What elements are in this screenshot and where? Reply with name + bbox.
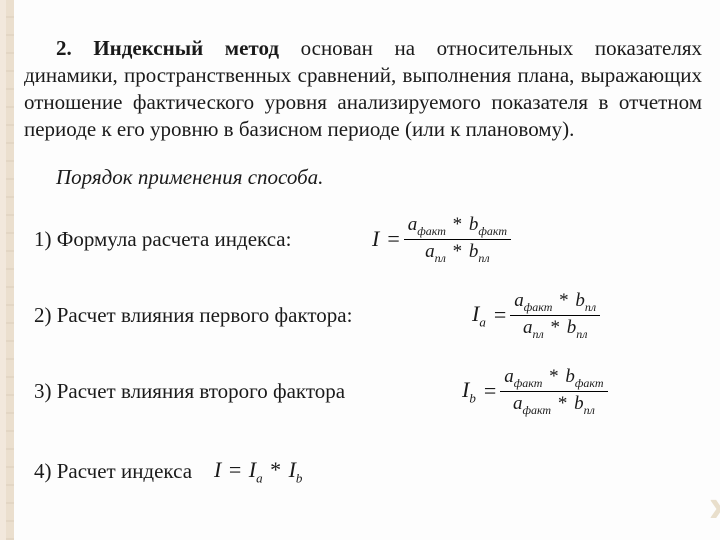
formula-2: Ia = aфакт * bпл aпл * bпл	[472, 290, 600, 341]
item-3: 3) Расчет влияния второго фактора Ib = a…	[24, 364, 702, 418]
formula-4: I = Ia * Ib	[214, 456, 302, 487]
heading-term: Индексный метод	[93, 36, 279, 60]
item-4: 4) Расчет индекса I = Ia * Ib	[24, 444, 702, 498]
intro-paragraph: 2. Индексный метод основан на относитель…	[24, 35, 702, 143]
left-decor-stripes	[0, 0, 14, 540]
item-1-label: 1) Формула расчета индекса:	[24, 226, 372, 253]
item-2-label: 2) Расчет влияния первого фактора:	[24, 302, 472, 329]
formula-1: I = aфакт * bфакт aпл * bпл	[372, 214, 511, 265]
item-4-label: 4) Расчет индекса	[24, 458, 200, 485]
item-3-label: 3) Расчет влияния второго фактора	[24, 378, 462, 405]
order-line: Порядок применения способа.	[24, 164, 702, 191]
item-2: 2) Расчет влияния первого фактора: Ia = …	[24, 288, 702, 342]
chevron-decoration: ›	[709, 478, 710, 532]
heading-number: 2.	[56, 36, 72, 60]
slide-content: 2. Индексный метод основан на относитель…	[24, 14, 702, 498]
formula-3: Ib = aфакт * bфакт aфакт * bпл	[462, 366, 608, 417]
item-1: 1) Формула расчета индекса: I = aфакт * …	[24, 212, 702, 266]
